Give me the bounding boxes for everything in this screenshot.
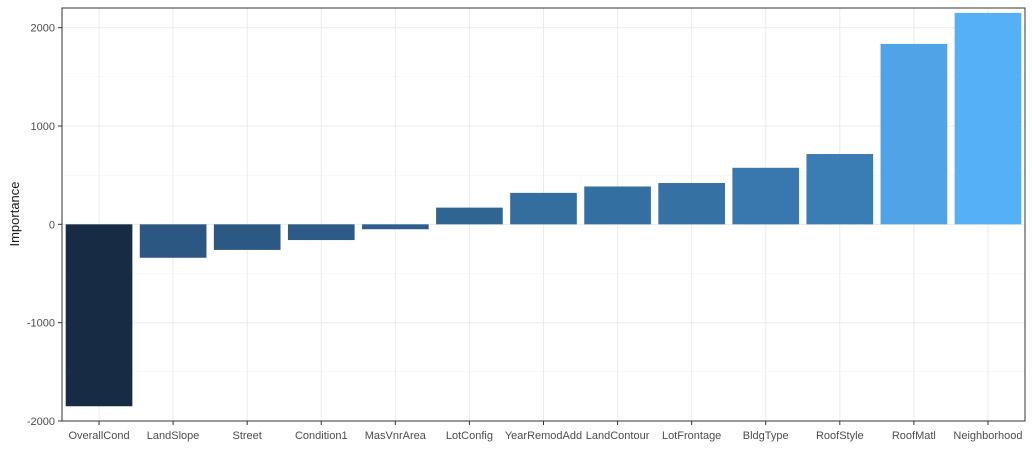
bar-lotfrontage bbox=[658, 183, 725, 225]
x-tick-label: LotFrontage bbox=[662, 430, 721, 442]
bars bbox=[65, 12, 1022, 407]
bar-street bbox=[213, 224, 281, 250]
y-tick-label: -2000 bbox=[27, 416, 55, 428]
x-tick-label: BldgType bbox=[743, 430, 789, 442]
y-axis: -2000 -1000 0 1000 2000 bbox=[27, 23, 62, 428]
bar-overallcond bbox=[65, 224, 133, 407]
bar-landcontour bbox=[584, 186, 651, 225]
x-tick-label: RoofMatl bbox=[892, 430, 936, 442]
bar-roofstyle bbox=[806, 154, 874, 225]
x-tick-label: LotConfig bbox=[446, 430, 493, 442]
x-tick-label: Neighborhood bbox=[953, 430, 1022, 442]
bar-neighborhood bbox=[954, 12, 1022, 225]
x-tick-label: MasVnrArea bbox=[365, 430, 427, 442]
bar-lotconfig bbox=[436, 207, 503, 225]
x-axis: OverallCond LandSlope Street Condition1 MasV… bbox=[68, 421, 1023, 442]
x-tick-label: LandContour bbox=[586, 430, 650, 442]
bar-masvnrarea bbox=[362, 224, 429, 230]
bar-bldgtype bbox=[732, 167, 800, 225]
x-tick-label: OverallCond bbox=[68, 430, 129, 442]
bar-condition1 bbox=[287, 224, 355, 241]
x-tick-label: YearRemodAdd bbox=[505, 430, 582, 442]
bar-landslope bbox=[139, 224, 207, 258]
bar-yearremodadd bbox=[510, 192, 577, 225]
x-tick-label: Street bbox=[233, 430, 262, 442]
x-tick-label: RoofStyle bbox=[816, 430, 864, 442]
y-tick-label: 2000 bbox=[31, 23, 55, 35]
x-tick-label: Condition1 bbox=[295, 430, 348, 442]
x-tick-label: LandSlope bbox=[147, 430, 200, 442]
bar-roofmatl bbox=[880, 43, 948, 225]
y-tick-label: -1000 bbox=[27, 318, 55, 330]
y-axis-title: Importance bbox=[7, 181, 22, 246]
y-tick-label: 1000 bbox=[31, 121, 55, 133]
y-tick-label: 0 bbox=[49, 219, 55, 231]
